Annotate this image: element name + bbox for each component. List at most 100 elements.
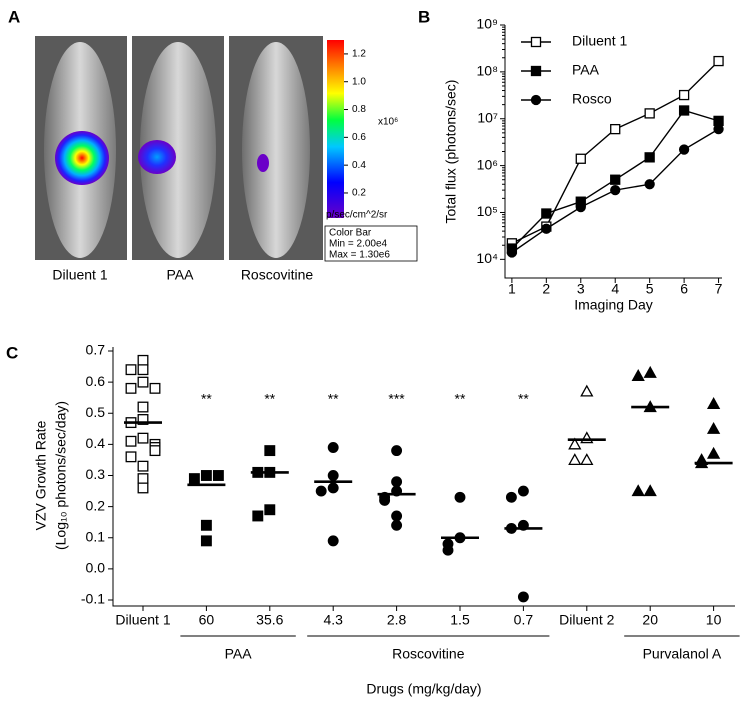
y-tick-label: 0.7	[86, 342, 106, 358]
y-tick-label: 0.1	[86, 528, 106, 544]
x-axis-label: Imaging Day	[574, 297, 653, 313]
group-label: Roscovitine	[392, 646, 465, 662]
x-tick-label: 4	[611, 281, 619, 297]
y-axis-label: VZV Growth Rate	[33, 420, 49, 530]
panel-letter: A	[8, 7, 20, 26]
marker	[454, 491, 466, 503]
y-tick-label: 10⁹	[476, 16, 498, 32]
marker	[264, 445, 276, 457]
x-tick-label: 1	[508, 281, 516, 297]
marker	[137, 364, 149, 376]
mouse	[140, 42, 216, 258]
marker	[137, 482, 149, 494]
marker	[252, 510, 264, 522]
x-tick-label: 5	[646, 281, 654, 297]
marker	[505, 491, 517, 503]
marker	[541, 208, 552, 219]
x-tick-label: 4.3	[323, 612, 343, 628]
x-tick-label: 20	[642, 612, 658, 628]
x-axis-label: Drugs (mg/kg/day)	[366, 681, 481, 697]
x-tick-label: Diluent 2	[559, 612, 614, 628]
marker	[137, 401, 149, 413]
y-tick-label: 0.0	[86, 560, 106, 576]
marker	[644, 152, 655, 163]
marker	[200, 470, 212, 481]
marker	[610, 184, 621, 196]
marker	[125, 364, 137, 376]
x-tick-label: 60	[199, 612, 215, 628]
color-bar-multiplier: x10⁶	[378, 117, 398, 128]
marker	[379, 494, 391, 506]
group-label: PAA	[225, 646, 253, 662]
marker	[517, 485, 529, 497]
color-bar-tick-label: 1.2	[352, 49, 366, 60]
marker	[125, 435, 137, 447]
marker	[644, 108, 655, 119]
y-tick-label: 10⁸	[477, 63, 499, 79]
marker	[643, 484, 657, 497]
marker	[212, 470, 224, 481]
marker	[713, 55, 724, 67]
y-tick-label: 0.2	[86, 497, 106, 513]
marker	[580, 453, 594, 466]
group-label: Purvalanol A	[643, 646, 722, 662]
marker	[264, 504, 276, 516]
y-tick-label: 10⁵	[477, 203, 498, 219]
significance: **	[328, 391, 339, 407]
x-tick-label: 3	[577, 281, 585, 297]
x-tick-label: 6	[680, 281, 688, 297]
image-label: Roscovitine	[241, 267, 314, 283]
marker	[200, 519, 212, 531]
marker	[568, 453, 582, 466]
color-bar	[327, 40, 344, 218]
color-bar-box-text: Color Bar	[329, 228, 372, 239]
marker	[391, 519, 403, 531]
legend-label: Diluent 1	[572, 33, 627, 49]
marker	[678, 89, 690, 101]
marker	[678, 144, 690, 155]
panel-letter: C	[6, 343, 18, 362]
y-axis-label: (Log₁₀ photons/sec/day)	[53, 401, 69, 550]
color-bar-box-text: Max = 1.30e6	[329, 250, 390, 261]
significance: ***	[388, 391, 405, 407]
marker	[315, 485, 327, 497]
marker	[580, 431, 594, 444]
x-tick-label: 1.5	[450, 612, 470, 628]
y-axis-label: Total flux (photons/sec)	[443, 80, 459, 224]
significance: **	[201, 391, 212, 407]
color-bar-tick-label: 1.0	[352, 76, 366, 87]
axis	[112, 347, 735, 607]
color-bar-tick-label: 0.2	[352, 188, 366, 199]
marker	[391, 445, 403, 457]
x-tick-label: 2.8	[387, 612, 407, 628]
marker	[631, 484, 645, 497]
color-bar-unit: p/sec/cm^2/sr	[326, 210, 388, 221]
marker	[442, 544, 454, 556]
x-tick-label: 35.6	[256, 612, 283, 628]
panel-a-images	[35, 36, 418, 262]
marker	[580, 384, 594, 397]
color-bar-box	[324, 225, 418, 262]
marker	[610, 123, 621, 135]
y-tick-label: 0.5	[86, 404, 106, 420]
color-bar-tick-label: 0.8	[352, 104, 366, 115]
legend-label: Rosco	[572, 91, 612, 107]
marker	[391, 476, 403, 488]
marker	[678, 105, 690, 116]
marker	[137, 354, 149, 366]
marker	[149, 445, 161, 457]
image-label: Diluent 1	[52, 267, 107, 283]
marker	[706, 397, 721, 409]
marker	[327, 482, 339, 494]
color-bar-box-text: Min = 2.00e4	[329, 239, 388, 250]
significance: **	[518, 391, 529, 407]
marker	[575, 201, 586, 213]
marker	[137, 432, 149, 444]
marker	[391, 510, 403, 522]
legend-marker	[530, 94, 542, 106]
axis	[504, 25, 722, 279]
marker	[541, 223, 552, 234]
significance: **	[264, 391, 275, 407]
signal	[55, 131, 109, 185]
marker	[506, 247, 518, 258]
